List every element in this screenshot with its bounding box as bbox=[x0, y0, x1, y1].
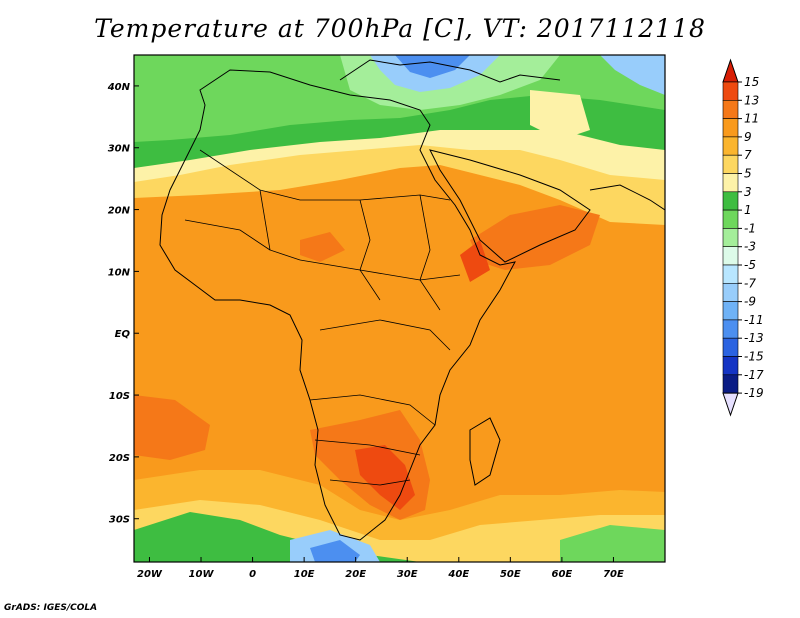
colorbar-swatch bbox=[722, 136, 739, 156]
lon-tick-label: 50E bbox=[500, 569, 521, 580]
africa-coastline bbox=[159, 69, 516, 541]
colorbar-level-label: 1 bbox=[744, 203, 752, 217]
field-core-horn bbox=[470, 205, 600, 270]
colorbar-swatch bbox=[722, 173, 739, 193]
field-core-sahel bbox=[300, 232, 345, 262]
colorbar-swatch bbox=[722, 374, 739, 394]
colorbar-level-label: -5 bbox=[744, 258, 756, 272]
field-core-atlantic bbox=[134, 395, 210, 460]
colorbar: 15 13 11 9 7 5 3 1 -1 -3 -5 -7 -9 -11 -13 -15 -17 -19 bbox=[722, 58, 764, 417]
lat-tick-label: 20N bbox=[108, 206, 131, 217]
colorbar-swatch bbox=[722, 282, 739, 302]
colorbar-level-label: -9 bbox=[744, 295, 756, 309]
colorbar-level-label: -13 bbox=[744, 331, 764, 345]
colorbar-level-label: -15 bbox=[744, 350, 764, 364]
lon-tick-label: 40E bbox=[447, 569, 469, 580]
colorbar-level-label: 7 bbox=[744, 148, 752, 162]
colorbar-level-label: -11 bbox=[744, 313, 764, 327]
lon-tick-label: 20E bbox=[345, 569, 366, 580]
colorbar-level-label: 15 bbox=[744, 75, 759, 89]
lat-tick-label: 20S bbox=[109, 453, 130, 464]
map-title: Temperature at 700hPa [C], VT: 201711211… bbox=[94, 14, 706, 43]
field-band-ne-cold bbox=[600, 55, 665, 95]
colorbar-level-label: 5 bbox=[744, 167, 752, 181]
field-core-ethiopia bbox=[460, 240, 490, 282]
colorbar-swatch bbox=[722, 337, 739, 357]
colorbar-swatch bbox=[722, 154, 739, 174]
longitude-axis: 20W 10W 0 10E 20E 30E 40E 50E 60E 70E bbox=[137, 557, 624, 580]
colorbar-swatch bbox=[722, 118, 739, 138]
coastlines bbox=[159, 59, 665, 541]
colorbar-level-label: 13 bbox=[744, 93, 759, 107]
madagascar-coastline bbox=[469, 417, 501, 486]
colorbar-swatch bbox=[722, 228, 739, 247]
field-band-1c-south bbox=[134, 512, 420, 562]
asia-coastline bbox=[589, 184, 665, 211]
field-band-arabia-cool bbox=[530, 90, 590, 140]
europe-coastline bbox=[339, 59, 561, 83]
lon-tick-label: 20W bbox=[137, 569, 163, 580]
colorbar-level-label: 9 bbox=[744, 130, 752, 144]
lat-tick-label: 10S bbox=[109, 391, 130, 402]
lat-tick-label: 40N bbox=[107, 82, 131, 93]
temperature-field bbox=[134, 55, 665, 562]
lon-tick-label: 70E bbox=[603, 569, 624, 580]
map-frame bbox=[133, 54, 666, 563]
colorbar-swatch bbox=[722, 319, 739, 339]
colorbar-level-label: -7 bbox=[744, 276, 756, 290]
colorbar-level-label: 11 bbox=[744, 112, 759, 126]
colorbar-swatch bbox=[722, 81, 739, 101]
colorbar-swatch bbox=[722, 209, 739, 229]
lon-tick-label: 60E bbox=[552, 569, 573, 580]
colorbar-bottom-triangle bbox=[722, 392, 739, 417]
colorbar-swatch bbox=[722, 301, 739, 321]
field-band-m13c bbox=[395, 55, 470, 78]
colorbar-level-label: -17 bbox=[744, 368, 764, 382]
country-borders bbox=[184, 149, 461, 486]
colorbar-swatch bbox=[722, 191, 739, 211]
field-band-se-cool bbox=[560, 525, 665, 562]
arabia-coastline bbox=[429, 149, 591, 263]
lon-tick-label: 10W bbox=[189, 569, 215, 580]
colorbar-level-label: 3 bbox=[744, 185, 752, 199]
lon-tick-label: 0 bbox=[249, 569, 256, 580]
colorbar-level-label: -1 bbox=[744, 221, 756, 235]
colorbar-swatch bbox=[722, 356, 739, 376]
lat-tick-label: EQ bbox=[115, 329, 131, 340]
colorbar-level-label: -3 bbox=[744, 240, 756, 254]
lat-tick-label: 30N bbox=[108, 144, 131, 155]
credit-label: GrADS: IGES/COLA bbox=[4, 603, 98, 613]
field-band-m11c-south bbox=[310, 540, 360, 562]
latitude-axis: 40N 30N 20N 10N EQ 10S 20S 30S bbox=[107, 82, 139, 526]
colorbar-top-triangle bbox=[722, 58, 739, 83]
colorbar-swatch bbox=[722, 100, 739, 119]
colorbar-swatch bbox=[722, 264, 739, 284]
lon-tick-label: 30E bbox=[397, 569, 418, 580]
lat-tick-label: 10N bbox=[108, 267, 131, 278]
colorbar-swatch bbox=[722, 246, 739, 266]
colorbar-level-label: -19 bbox=[744, 386, 764, 400]
lat-tick-label: 30S bbox=[109, 515, 130, 526]
lon-tick-label: 10E bbox=[294, 569, 315, 580]
